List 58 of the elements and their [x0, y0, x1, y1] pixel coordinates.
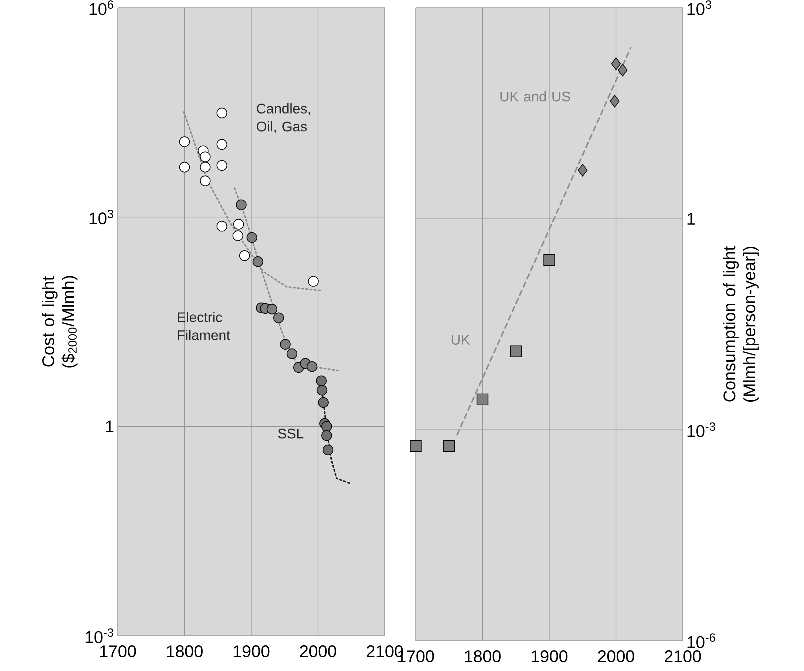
x-tick-label: 2000: [300, 646, 336, 658]
series-label: Electric Filament: [178, 312, 230, 340]
point: [444, 440, 456, 452]
point: [232, 230, 244, 242]
series-label: SSL: [278, 428, 304, 439]
point: [316, 385, 328, 396]
y-tick-label: 10$^{-3}$: [86, 628, 114, 644]
x-tick-label: 2100: [665, 650, 702, 663]
x-tick-label: 1900: [234, 646, 270, 658]
point: [578, 164, 588, 177]
y-tick-label: 10$^{6}$: [90, 0, 114, 16]
point: [322, 421, 332, 432]
point: [216, 139, 228, 150]
point: [308, 276, 319, 287]
point: [236, 200, 247, 210]
x-tick-label: 1700: [100, 646, 136, 658]
y-tick-label: 1: [688, 213, 696, 225]
text: Candles, Oil, Gas: [257, 104, 310, 134]
y-tick-label: 10$^{-3}$: [688, 422, 716, 438]
point: [476, 394, 489, 406]
point: [216, 160, 228, 172]
point: [410, 440, 422, 452]
point: [274, 312, 284, 324]
point: [544, 254, 556, 266]
x-tick-label: 2000: [598, 650, 634, 663]
point: [306, 361, 318, 372]
point: [266, 304, 278, 315]
point: [322, 430, 332, 442]
text: UK: [452, 335, 470, 345]
y-tick-label: 10$^{-6}$: [688, 634, 716, 648]
x-tick-label: 1800: [465, 650, 501, 663]
point: [179, 162, 190, 173]
y-tick-label: 1: [106, 420, 114, 432]
point: [216, 221, 228, 232]
point: [200, 162, 211, 173]
point: [286, 348, 298, 360]
x-tick-label: 1800: [167, 646, 203, 658]
point: [510, 346, 522, 358]
y-axis-title: Consumption of light (Mlmh/[person-year]): [723, 246, 759, 402]
point: [179, 136, 190, 148]
point: [280, 339, 291, 350]
point: [611, 58, 622, 70]
y-tick-label: 10$^{3}$: [90, 210, 114, 225]
point: [233, 219, 244, 230]
point: [200, 152, 211, 162]
point: [316, 376, 327, 386]
point: [200, 176, 211, 186]
point: [252, 256, 264, 268]
point: [610, 95, 620, 108]
point: [618, 64, 628, 77]
point: [216, 108, 228, 119]
point: [318, 397, 329, 408]
y-tick-label: 10$^{3}$: [688, 0, 712, 16]
point: [246, 232, 258, 244]
point: [322, 444, 334, 456]
text: UK and US: [500, 91, 570, 102]
point: [239, 250, 250, 262]
x-tick-label: 1900: [532, 650, 568, 663]
